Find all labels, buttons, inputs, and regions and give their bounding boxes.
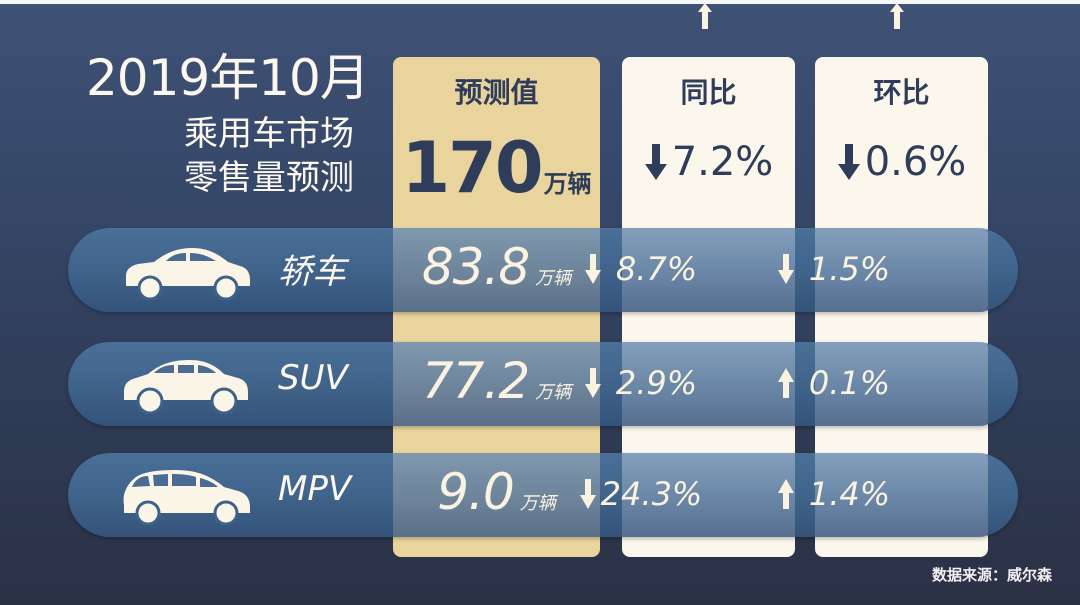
row-mom-cell <box>815 228 988 312</box>
row-mom-value: 1.5% <box>747 250 920 288</box>
pct-value: 24.3% <box>600 475 703 513</box>
row-suv: SUV 77.2 万辆 2.9% 0.1% <box>68 342 1018 426</box>
down-arrow-icon <box>584 254 601 284</box>
row-forecast-value: 77.2 万辆 <box>393 352 600 410</box>
down-arrow-icon <box>579 479 596 509</box>
yoy-header: 同比 <box>680 76 737 109</box>
forecast-total: 170万辆 <box>393 127 600 209</box>
down-arrow-icon <box>644 144 667 180</box>
row-forecast-value: 9.0 万辆 <box>393 463 600 521</box>
row-yoy-value: 8.7% <box>554 250 727 288</box>
value-number: 83.8 <box>421 238 530 296</box>
pct-value: 1.5% <box>808 250 891 288</box>
up-arrow-icon <box>777 479 794 509</box>
forecast-total-unit: 万辆 <box>543 170 592 198</box>
value-number: 9.0 <box>437 463 515 521</box>
value-unit: 万辆 <box>535 268 572 289</box>
down-arrow-icon <box>777 254 794 284</box>
mom-total: 0.6% <box>815 139 988 185</box>
pct-value: 1.4% <box>808 475 891 513</box>
sedan-icon <box>126 248 250 300</box>
row-mom-value: 1.4% <box>747 475 920 513</box>
row-mom-cell <box>815 342 988 426</box>
row-yoy-value: 2.9% <box>554 364 727 402</box>
value-number: 77.2 <box>421 352 530 410</box>
row-sedan: 轿车 83.8 万辆 8.7% 1.5% <box>68 228 1018 312</box>
mpv-icon <box>123 470 250 525</box>
row-label: 轿车 <box>278 252 346 292</box>
row-forecast-value: 83.8 万辆 <box>393 238 600 296</box>
row-mpv: MPV 9.0 万辆 24.3% 1.4% <box>68 453 1018 537</box>
down-arrow-icon <box>584 368 601 398</box>
title-subject: 乘用车市场 <box>184 114 354 154</box>
up-arrow-icon <box>777 368 794 398</box>
data-source: 数据来源：威尔森 <box>931 566 1052 584</box>
row-label: SUV <box>278 358 348 398</box>
yoy-total: 7.2% <box>622 139 795 185</box>
row-yoy-cell <box>622 228 795 312</box>
pct-value: 2.9% <box>615 364 698 402</box>
down-arrow-icon <box>837 144 860 180</box>
up-arrow-icon <box>890 3 904 29</box>
row-mom-value: 0.1% <box>747 364 920 402</box>
pct-value: 8.7% <box>615 250 698 288</box>
title-metric: 零售量预测 <box>184 158 354 198</box>
value-unit: 万辆 <box>519 493 556 514</box>
forecast-header: 预测值 <box>454 76 539 109</box>
title-date: 2019年10月 <box>86 49 370 107</box>
forecast-total-value: 170 <box>401 127 543 209</box>
row-label: MPV <box>278 469 352 509</box>
row-yoy-value: 24.3% <box>554 475 727 513</box>
row-forecast-cell <box>393 228 600 312</box>
yoy-total-value: 7.2% <box>671 139 774 185</box>
suv-icon <box>124 360 248 414</box>
row-mom-cell <box>815 453 988 537</box>
top-strip <box>0 0 1080 4</box>
row-forecast-cell <box>393 342 600 426</box>
pct-value: 0.1% <box>808 364 891 402</box>
row-yoy-cell <box>622 453 795 537</box>
value-unit: 万辆 <box>535 382 572 403</box>
mom-total-value: 0.6% <box>864 139 967 185</box>
row-yoy-cell <box>622 342 795 426</box>
row-forecast-cell <box>393 453 600 537</box>
mom-header: 环比 <box>873 76 930 109</box>
up-arrow-icon <box>698 3 712 29</box>
